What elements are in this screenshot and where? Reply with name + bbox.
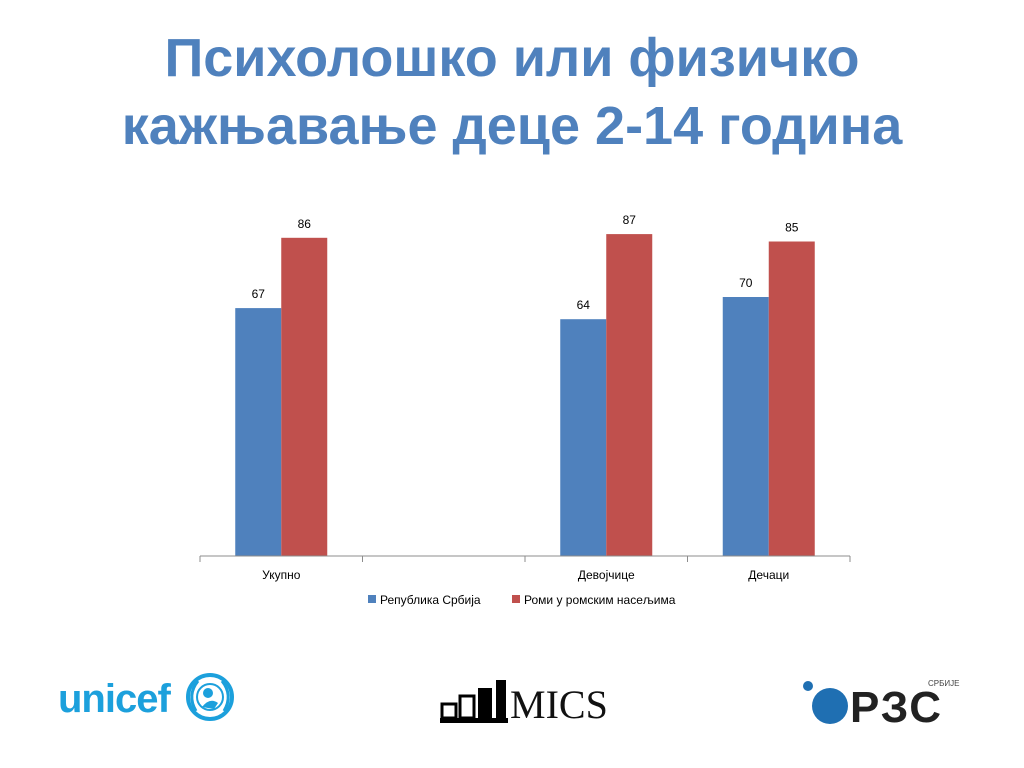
data-label: 70 — [739, 276, 753, 290]
legend-entry: Роми у ромским насељима — [524, 593, 676, 607]
x-tick-label: Укупно — [262, 568, 301, 582]
bar — [560, 319, 607, 556]
unicef-emblem-icon — [186, 673, 234, 721]
bar — [235, 308, 282, 556]
x-tick-label: Дечаци — [748, 568, 789, 582]
bar — [281, 237, 328, 557]
bar — [722, 297, 769, 556]
mics-logo: MICS — [440, 680, 608, 724]
mics-logo-text: MICS — [510, 682, 608, 724]
legend-swatch — [368, 595, 376, 603]
data-label: 87 — [623, 213, 637, 227]
rzs-logo-text: РЗС — [850, 683, 943, 726]
unicef-logo: unicef — [58, 673, 234, 721]
bar — [768, 241, 815, 556]
x-tick-label: Девојчице — [578, 568, 635, 582]
rzs-logo: РЗС СРБИЈЕ — [803, 679, 959, 726]
unicef-logo-text: unicef — [58, 677, 171, 721]
data-label: 86 — [298, 217, 312, 231]
title-line-2: кажњавање деце 2-14 година — [121, 96, 903, 156]
data-label: 67 — [252, 287, 266, 301]
rzs-dots-icon — [803, 681, 848, 724]
legend-entry: Република Србија — [380, 593, 481, 607]
bar — [606, 234, 653, 556]
title-line-1: Психолошко или физичко — [164, 28, 860, 88]
data-label: 85 — [785, 221, 799, 235]
data-label: 64 — [577, 298, 591, 312]
legend-swatch — [512, 595, 520, 603]
mics-bars-icon — [440, 680, 508, 723]
slide-title: Психолошко или физичко кажњавање деце 2-… — [0, 24, 1024, 160]
rzs-logo-small-text: СРБИЈЕ — [928, 679, 959, 688]
